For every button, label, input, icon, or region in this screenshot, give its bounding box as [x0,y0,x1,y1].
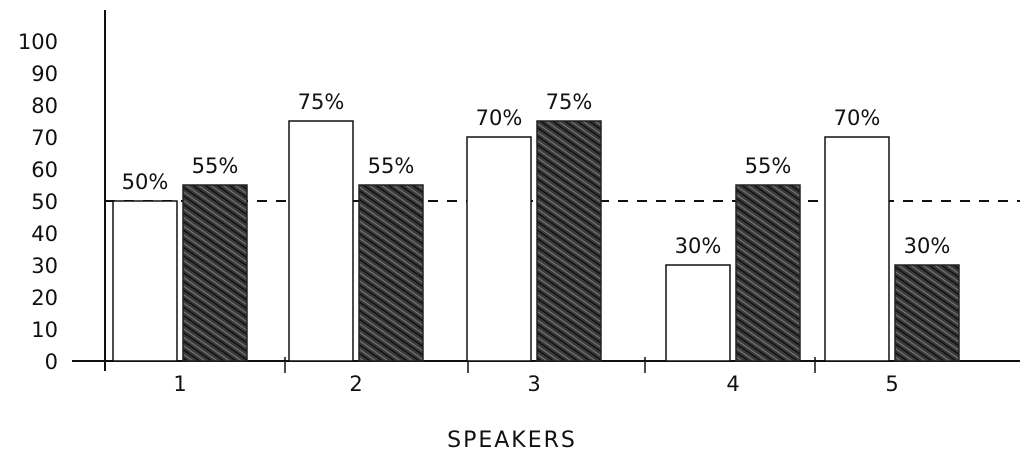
bar-value-label: 55% [745,154,792,178]
y-tick-label: 60 [31,158,58,182]
bar-open [112,200,178,362]
bar-open [288,120,354,362]
x-tick-label: 2 [349,372,362,396]
y-tick-label: 100 [18,30,58,54]
y-tick-label: 0 [45,350,58,374]
bar-value-label: 75% [546,90,593,114]
y-tick-label: 50 [31,190,58,214]
y-tick-label: 20 [31,286,58,310]
bar-hatched [894,264,960,362]
x-axis-title: SPEAKERS [447,428,577,453]
bar-value-label: 55% [368,154,415,178]
bar-value-label: 30% [904,234,951,258]
bar-value-label: 75% [298,90,345,114]
bar-value-label: 70% [834,106,881,130]
bar-hatched [536,120,602,362]
bar-value-label: 70% [476,106,523,130]
bar-value-label: 55% [192,154,239,178]
y-tick-label: 30 [31,254,58,278]
bars [112,120,960,362]
bar-open [466,136,532,362]
y-tick-label: 40 [31,222,58,246]
y-tick-label: 10 [31,318,58,342]
y-tick-label: 90 [31,62,58,86]
x-tick-label: 3 [527,372,540,396]
y-tick-label: 70 [31,126,58,150]
bar-value-label: 50% [122,170,169,194]
bar-hatched [358,184,424,362]
y-tick-label: 80 [31,94,58,118]
bar-hatched [182,184,248,362]
bar-value-labels: 50% 75% 70% 30% 70% 55% 55% 75% 55% 30% [122,90,951,258]
bar-value-label: 30% [675,234,722,258]
x-tick-label: 1 [173,372,186,396]
x-tick-label: 5 [885,372,898,396]
bar-hatched [735,184,801,362]
bar-open [824,136,890,362]
bar-open [665,264,731,362]
x-tick-label: 4 [726,372,739,396]
